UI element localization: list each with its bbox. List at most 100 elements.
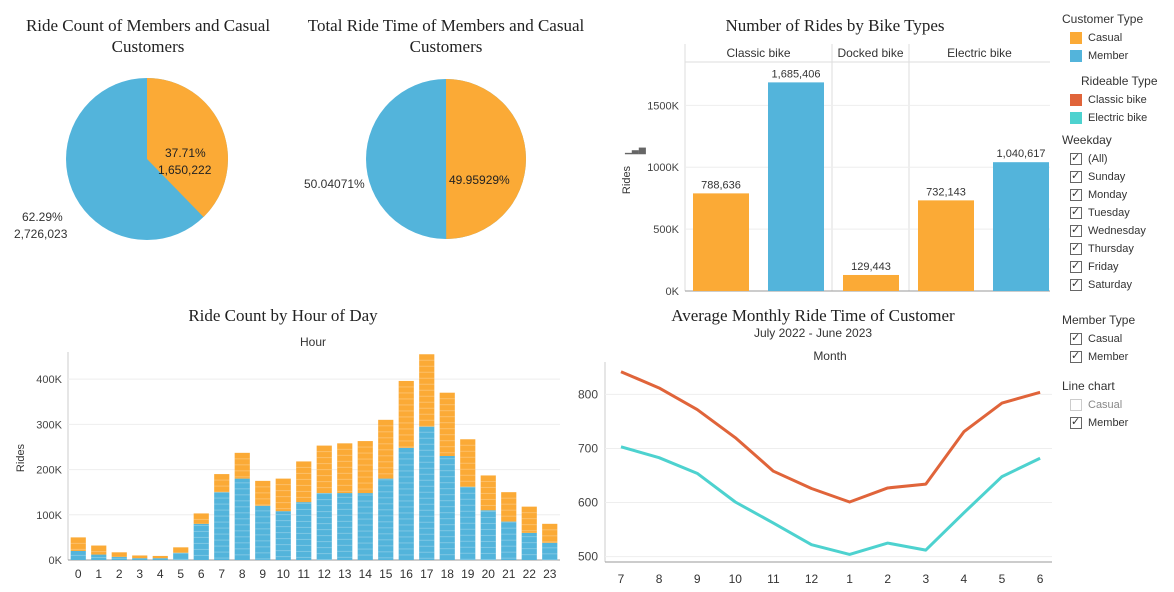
bar-casual-hour[interactable] xyxy=(460,439,476,487)
x-tick-label: 4 xyxy=(157,567,164,581)
line-chart-filter-casual[interactable]: Casual xyxy=(1062,396,1158,414)
bar-member-hour[interactable] xyxy=(378,478,394,560)
bar-casual-hour[interactable] xyxy=(398,380,414,448)
checkbox-icon[interactable] xyxy=(1070,169,1082,183)
pie1-casual-pct: 37.71% xyxy=(165,146,206,160)
bar-member-hour[interactable] xyxy=(234,478,250,560)
bar-casual-hour[interactable] xyxy=(521,506,537,533)
bar-casual-hour[interactable] xyxy=(337,443,353,494)
x-tick-label: 1 xyxy=(95,567,102,581)
checkbox-icon[interactable] xyxy=(1070,223,1082,237)
weekday-filter-monday[interactable]: Monday xyxy=(1062,186,1158,204)
y-tick-label: 700 xyxy=(578,441,598,455)
bar-classic-bike-member[interactable] xyxy=(768,82,824,291)
bar-casual-hour[interactable] xyxy=(152,555,168,559)
pie1-title-line2: Customers xyxy=(111,37,185,56)
bar-casual-hour[interactable] xyxy=(193,513,209,524)
classic-bike-swatch xyxy=(1070,94,1082,106)
line-classic-bike[interactable] xyxy=(620,370,1041,504)
bar-casual-hour[interactable] xyxy=(111,552,127,557)
bar-casual-hour[interactable] xyxy=(316,445,332,494)
bar-member-hour[interactable] xyxy=(480,510,496,560)
bar-casual-hour[interactable] xyxy=(480,475,496,511)
bar-casual-hour[interactable] xyxy=(357,441,373,494)
bar-casual-hour[interactable] xyxy=(439,392,455,456)
bar-classic-bike-casual[interactable] xyxy=(693,193,749,291)
bar-casual-hour[interactable] xyxy=(501,492,517,522)
pie2-slice-casual[interactable] xyxy=(446,79,527,239)
bar-casual-hour[interactable] xyxy=(91,545,107,555)
x-tick-label: 10 xyxy=(277,567,291,581)
checkbox-icon[interactable] xyxy=(1070,277,1082,291)
bar-casual-hour[interactable] xyxy=(214,474,230,493)
member-type-filter-member[interactable]: Member xyxy=(1062,348,1158,366)
bar-casual-hour[interactable] xyxy=(542,523,558,543)
bar-electric-bike-member[interactable] xyxy=(993,162,1049,291)
bar-member-hour[interactable] xyxy=(132,558,148,560)
bar-member-hour[interactable] xyxy=(70,550,86,560)
bar-member-hour[interactable] xyxy=(91,554,107,560)
legend-item-casual[interactable]: Casual xyxy=(1062,29,1158,47)
weekday-filter-wednesday[interactable]: Wednesday xyxy=(1062,222,1158,240)
line-electric-bike[interactable] xyxy=(620,445,1041,556)
bar-casual-hour[interactable] xyxy=(173,547,189,553)
bar-casual-hour[interactable] xyxy=(70,537,86,551)
checkbox-icon[interactable] xyxy=(1070,187,1082,201)
legend-item-member[interactable]: Member xyxy=(1062,47,1158,65)
line-chart-subtitle: July 2022 - June 2023 xyxy=(753,326,873,340)
legend-item-electric-bike[interactable]: Electric bike xyxy=(1062,109,1158,127)
checkbox-icon[interactable] xyxy=(1070,259,1082,273)
bar-casual-hour[interactable] xyxy=(378,419,394,479)
bar-member-hour[interactable] xyxy=(337,493,353,560)
pie1-slice-casual[interactable] xyxy=(147,78,228,218)
line-chart-filter-member[interactable]: Member xyxy=(1062,414,1158,432)
weekday-filter-thursday[interactable]: Thursday xyxy=(1062,240,1158,258)
bar-member-hour[interactable] xyxy=(111,556,127,560)
filter-label: Monday xyxy=(1088,189,1128,201)
bar-electric-bike-casual[interactable] xyxy=(918,200,974,291)
bar-member-hour[interactable] xyxy=(521,532,537,560)
bar-member-hour[interactable] xyxy=(152,558,168,560)
checkbox-icon[interactable] xyxy=(1070,241,1082,255)
bar-member-hour[interactable] xyxy=(316,493,332,560)
bar-member-hour[interactable] xyxy=(439,456,455,560)
bar-member-hour[interactable] xyxy=(255,505,271,560)
bar-member-hour[interactable] xyxy=(501,521,517,560)
x-tick-label: 12 xyxy=(318,567,332,581)
checkbox-icon[interactable] xyxy=(1070,415,1082,429)
bar-member-hour[interactable] xyxy=(419,426,435,560)
checkbox-icon[interactable] xyxy=(1070,349,1082,363)
bar-member-hour[interactable] xyxy=(275,511,291,560)
member-type-filter-casual[interactable]: Casual xyxy=(1062,330,1158,348)
checkbox-icon[interactable] xyxy=(1070,205,1082,219)
bar-casual-hour[interactable] xyxy=(255,480,271,506)
weekday-filter-tuesday[interactable]: Tuesday xyxy=(1062,204,1158,222)
bar-casual-hour[interactable] xyxy=(275,478,291,512)
bar-member-hour[interactable] xyxy=(296,502,312,560)
bar-member-hour[interactable] xyxy=(460,486,476,560)
bar-member-hour[interactable] xyxy=(398,447,414,560)
data-label: 788,636 xyxy=(701,179,741,191)
bar-casual-hour[interactable] xyxy=(419,354,435,427)
bar-member-hour[interactable] xyxy=(357,493,373,560)
legend-item-classic-bike[interactable]: Classic bike xyxy=(1062,91,1158,109)
weekday-filter-all[interactable]: (All) xyxy=(1062,150,1158,168)
bar-member-hour[interactable] xyxy=(193,523,209,560)
bar-casual-hour[interactable] xyxy=(132,555,148,559)
bar-member-hour[interactable] xyxy=(173,552,189,560)
legend-item-label: Member xyxy=(1088,50,1129,62)
checkbox-icon[interactable] xyxy=(1070,151,1082,165)
x-tick-label: 22 xyxy=(523,567,537,581)
bar-docked-bike-casual[interactable] xyxy=(843,274,899,291)
weekday-filter-friday[interactable]: Friday xyxy=(1062,258,1158,276)
pie2-title: Total Ride Time of Members and Casual Cu… xyxy=(296,15,596,57)
x-tick-label: 8 xyxy=(656,572,663,586)
bar-member-hour[interactable] xyxy=(542,542,558,560)
bar-member-hour[interactable] xyxy=(214,492,230,560)
weekday-filter-sunday[interactable]: Sunday xyxy=(1062,168,1158,186)
checkbox-icon[interactable] xyxy=(1070,399,1082,411)
checkbox-icon[interactable] xyxy=(1070,331,1082,345)
bar-casual-hour[interactable] xyxy=(234,452,250,479)
weekday-filter-saturday[interactable]: Saturday xyxy=(1062,276,1158,294)
bar-casual-hour[interactable] xyxy=(296,461,312,503)
